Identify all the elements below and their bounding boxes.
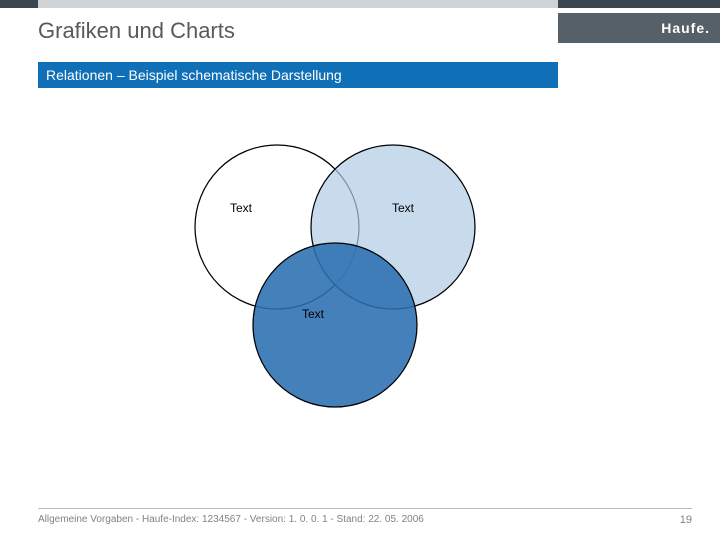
venn-label-1: Text bbox=[230, 201, 253, 215]
footer-rule bbox=[38, 508, 692, 509]
venn-label-2: Text bbox=[392, 201, 415, 215]
venn-diagram: Text Text Text bbox=[0, 0, 720, 540]
footer-text: Allgemeine Vorgaben - Haufe-Index: 12345… bbox=[38, 514, 424, 525]
venn-label-3: Text bbox=[302, 307, 325, 321]
page-number: 19 bbox=[680, 514, 692, 526]
venn-circle-3 bbox=[253, 243, 417, 407]
